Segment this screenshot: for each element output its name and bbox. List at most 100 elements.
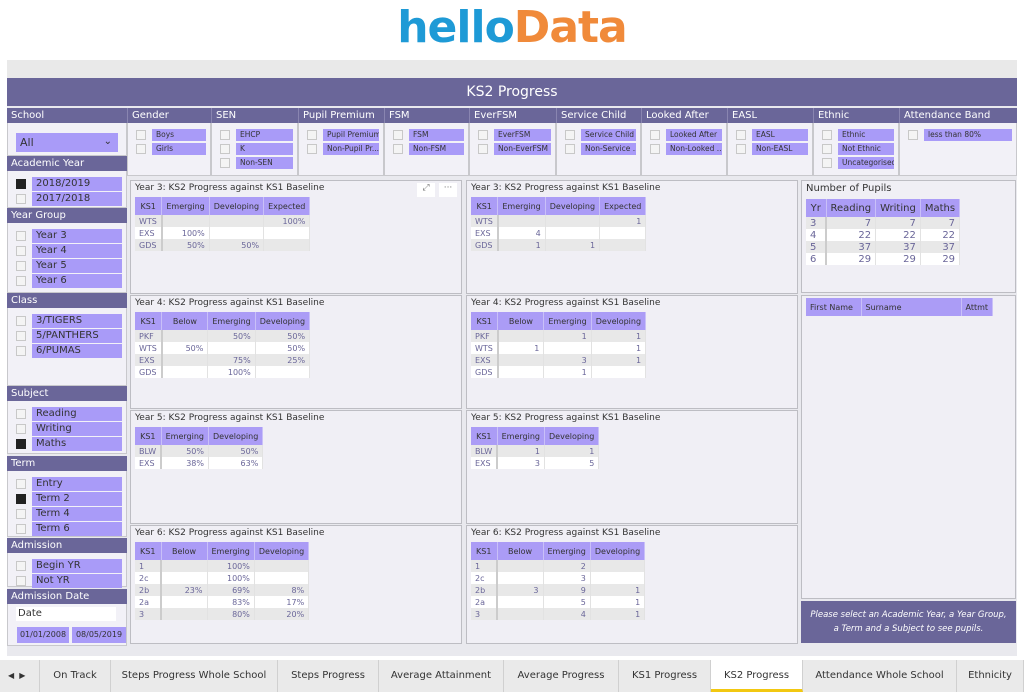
slicer-item[interactable]: Looked After	[642, 128, 726, 141]
checkbox-icon[interactable]	[16, 231, 26, 241]
slicer-item[interactable]: Year 3	[8, 229, 126, 243]
slicer-item[interactable]: FSM	[385, 128, 468, 141]
column-header[interactable]: Emerging	[161, 197, 210, 215]
checkbox-icon[interactable]	[16, 194, 26, 204]
column-header[interactable]: Below	[497, 312, 545, 330]
slicer-item[interactable]: Pupil Premium	[299, 128, 383, 141]
column-header[interactable]: Emerging	[543, 312, 592, 330]
checkbox-icon[interactable]	[220, 143, 230, 154]
slicer-item[interactable]: Term 4	[8, 507, 126, 521]
checkbox-icon[interactable]	[16, 316, 26, 326]
slicer-item[interactable]: Not Ethnic	[814, 142, 898, 155]
column-header[interactable]: Maths	[920, 199, 961, 217]
column-header[interactable]: Developing	[254, 542, 310, 560]
slicer-item[interactable]: Non-SEN	[212, 156, 297, 169]
more-options-icon[interactable]: ···	[439, 183, 457, 197]
tab-average-attainment[interactable]: Average Attainment	[379, 660, 504, 692]
checkbox-icon[interactable]	[650, 143, 660, 154]
slicer-item[interactable]: Writing	[8, 422, 126, 436]
checkbox-icon[interactable]	[736, 143, 746, 154]
checkbox-icon[interactable]	[16, 576, 26, 586]
checkbox-icon[interactable]	[16, 524, 26, 534]
slicer-item[interactable]: Term 2	[8, 492, 126, 506]
column-header[interactable]: Below	[161, 312, 209, 330]
checkbox-icon[interactable]	[16, 331, 26, 341]
column-header[interactable]: Expected	[263, 197, 311, 215]
column-header[interactable]: KS1	[471, 312, 499, 330]
slicer-item[interactable]: Year 4	[8, 244, 126, 258]
column-header[interactable]: Developing	[544, 427, 600, 445]
checkbox-icon[interactable]	[16, 424, 26, 434]
tab-steps-progress-whole-school[interactable]: Steps Progress Whole School	[111, 660, 278, 692]
slicer-item[interactable]: Non-Pupil Pr...	[299, 142, 383, 155]
column-header[interactable]: Emerging	[543, 542, 591, 560]
slicer-item[interactable]: 3/TIGERS	[8, 314, 126, 328]
checkbox-icon[interactable]	[393, 143, 403, 154]
slicer-item[interactable]: Non-EASL	[728, 142, 812, 155]
checkbox-icon[interactable]	[16, 479, 26, 489]
column-header[interactable]: Developing	[255, 312, 311, 330]
tab-attendance-whole-school[interactable]: Attendance Whole School	[803, 660, 957, 692]
column-header[interactable]: KS1	[135, 197, 163, 215]
column-header[interactable]: Reading	[826, 199, 877, 217]
checkbox-icon[interactable]	[220, 157, 230, 168]
checkbox-icon[interactable]	[307, 129, 317, 140]
column-header[interactable]: Below	[161, 542, 208, 560]
checkbox-icon[interactable]	[16, 246, 26, 256]
column-header[interactable]: Below	[497, 542, 544, 560]
checkbox-icon[interactable]	[822, 129, 832, 140]
slicer-item[interactable]: EverFSM	[470, 128, 555, 141]
checkbox-icon[interactable]	[16, 346, 26, 356]
slicer-item[interactable]: Reading	[8, 407, 126, 421]
column-header[interactable]: Surname	[861, 298, 962, 316]
slicer-item[interactable]: Service Child	[557, 128, 640, 141]
checkbox-icon[interactable]	[822, 157, 832, 168]
checkbox-icon[interactable]	[16, 561, 26, 571]
slicer-item[interactable]: 5/PANTHERS	[8, 329, 126, 343]
slicer-item[interactable]: Begin YR	[8, 559, 126, 573]
checkbox-icon[interactable]	[16, 261, 26, 271]
checkbox-icon[interactable]	[220, 129, 230, 140]
date-from-input[interactable]: 01/01/2008	[17, 627, 69, 643]
column-header[interactable]: Emerging	[207, 312, 256, 330]
checkbox-icon[interactable]	[16, 179, 26, 189]
slicer-item[interactable]: Boys	[128, 128, 210, 141]
focus-mode-icon[interactable]: ⤢	[417, 183, 435, 197]
column-header[interactable]: Developing	[208, 427, 264, 445]
checkbox-icon[interactable]	[136, 129, 146, 140]
slicer-item[interactable]: Entry	[8, 477, 126, 491]
slicer-item[interactable]: Girls	[128, 142, 210, 155]
checkbox-icon[interactable]	[16, 276, 26, 286]
checkbox-icon[interactable]	[736, 129, 746, 140]
column-header[interactable]: Emerging	[207, 542, 255, 560]
tab-on-track[interactable]: On Track	[40, 660, 111, 692]
slicer-item[interactable]: EHCP	[212, 128, 297, 141]
tab-ethnicity[interactable]: Ethnicity	[957, 660, 1024, 692]
slicer-item[interactable]: less than 80%	[900, 128, 1016, 141]
checkbox-icon[interactable]	[16, 439, 26, 449]
checkbox-icon[interactable]	[908, 129, 918, 140]
checkbox-icon[interactable]	[16, 509, 26, 519]
column-header[interactable]: Developing	[209, 197, 265, 215]
slicer-item[interactable]: Non-Looked ...	[642, 142, 726, 155]
slicer-item[interactable]: Year 6	[8, 274, 126, 288]
prev-page-icon[interactable]: ◀	[8, 671, 15, 680]
checkbox-icon[interactable]	[478, 129, 488, 140]
checkbox-icon[interactable]	[136, 143, 146, 154]
slicer-item[interactable]: Maths	[8, 437, 126, 451]
column-header[interactable]: Developing	[545, 197, 601, 215]
slicer-item[interactable]: Non-Service ...	[557, 142, 640, 155]
checkbox-icon[interactable]	[650, 129, 660, 140]
column-header[interactable]: KS1	[135, 542, 162, 560]
slicer-item[interactable]: Uncategorised	[814, 156, 898, 169]
column-header[interactable]: KS1	[471, 427, 498, 445]
column-header[interactable]: KS1	[135, 427, 162, 445]
column-header[interactable]: Emerging	[497, 427, 546, 445]
tab-average-progress[interactable]: Average Progress	[504, 660, 619, 692]
slicer-item[interactable]: 2018/2019	[8, 177, 126, 191]
slicer-item[interactable]: 2017/2018	[8, 192, 126, 206]
slicer-item[interactable]: 6/PUMAS	[8, 344, 126, 358]
school-dropdown[interactable]: All ⌄	[16, 133, 118, 152]
slicer-item[interactable]: K	[212, 142, 297, 155]
checkbox-icon[interactable]	[565, 143, 575, 154]
